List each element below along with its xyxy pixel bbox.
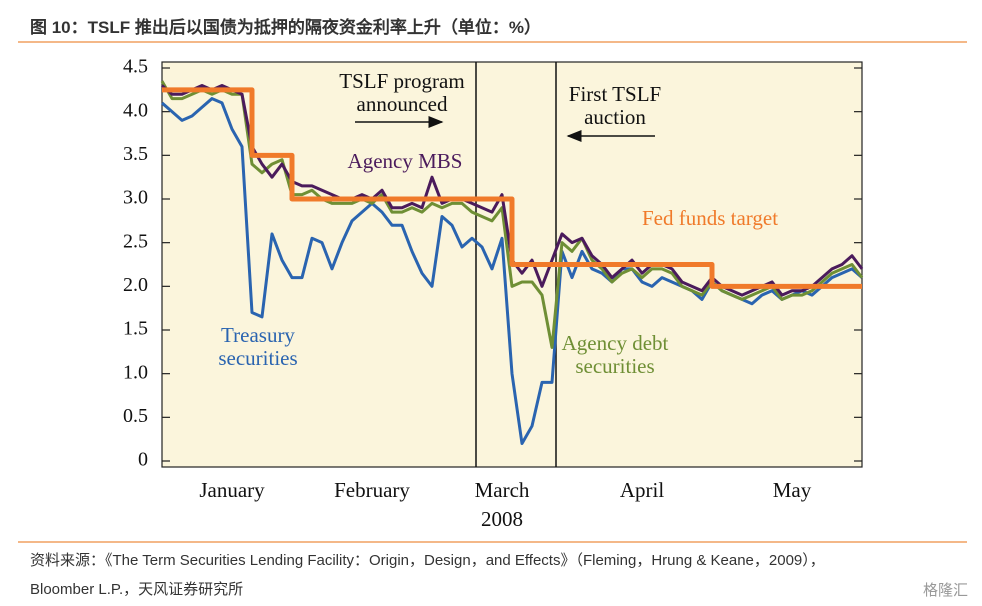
x-tick-label: March xyxy=(475,478,530,502)
y-tick-label: 4.5 xyxy=(123,56,148,78)
annotation: TSLF program announced xyxy=(339,69,465,116)
y-tick-label: 2.5 xyxy=(123,230,148,252)
x-tick-label: February xyxy=(334,478,410,502)
y-tick-label: 0 xyxy=(138,449,148,471)
watermark: 格隆汇 xyxy=(922,582,968,599)
y-tick-label: 3.0 xyxy=(123,187,148,209)
series-line xyxy=(161,97,863,446)
x-tick-label: May xyxy=(773,478,812,502)
x-axis-label: 2008 xyxy=(481,507,523,531)
series-line xyxy=(162,87,862,289)
series-line xyxy=(160,80,864,349)
x-tick-label: January xyxy=(199,478,265,502)
y-tick-label: 3.5 xyxy=(123,143,148,165)
figure-title: 图 10：TSLF 推出后以国债为抵押的隔夜资金利率上升（单位：%） xyxy=(30,18,541,37)
footer-source: 资料来源：《The Term Securities Lending Facili… xyxy=(30,552,825,569)
y-tick-label: 1.5 xyxy=(123,318,148,340)
y-tick-label: 0.5 xyxy=(123,405,148,427)
footer-source: Bloomber L.P.，天风证券研究所 xyxy=(30,581,244,598)
y-tick-label: 1.0 xyxy=(123,361,148,383)
series-label: Fed funds target xyxy=(641,206,779,230)
series-label: Agency MBS xyxy=(347,149,463,173)
series-label: Agency debt securities xyxy=(561,331,669,378)
annotation: First TSLF auction xyxy=(568,82,662,129)
y-tick-label: 2.0 xyxy=(123,274,148,296)
y-tick-label: 4.0 xyxy=(123,99,148,121)
series-label: Treasury securities xyxy=(218,323,298,370)
x-tick-label: April xyxy=(620,478,664,502)
